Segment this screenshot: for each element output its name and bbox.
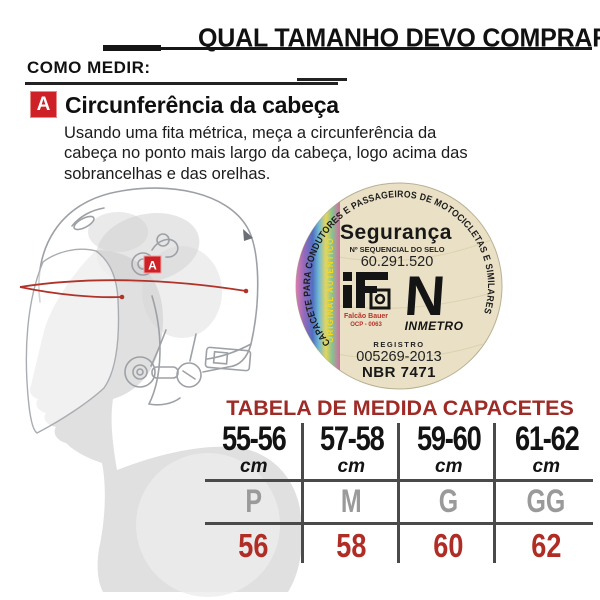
falcao-bauer-logo [343, 272, 391, 310]
size-number-cell: 56 [205, 525, 303, 567]
holo-vertical-text: ORIGINAL AUTÊNTICO [326, 237, 335, 343]
size-letter: M [340, 483, 362, 519]
certifier-name: Falcão Bauer [344, 313, 388, 320]
strap-ring [132, 364, 148, 380]
size-number: 58 [336, 527, 367, 564]
inmetro-label: INMETRO [405, 319, 464, 333]
watermark-s: S [66, 542, 94, 589]
circumference-range: 55-56 [221, 420, 287, 458]
circumference-cell: 59-60 cm [400, 422, 498, 480]
hair-shading [88, 212, 148, 252]
size-letter-cell: G [400, 482, 498, 522]
como-medir-underline [25, 82, 338, 85]
strap-ring [176, 362, 202, 388]
shoulder-highlight [136, 453, 280, 597]
inmetro-seal: ORIGINAL AUTÊNTICO CAPACETE PARA CONDUTO… [293, 180, 505, 392]
strap-bar [151, 366, 179, 379]
certifier-code: OCP - 0063 [350, 322, 382, 328]
hair-shading [96, 213, 200, 283]
marker-a-label: A [148, 259, 157, 273]
size-table-title: TABELA DE MEDIDA CAPACETES [226, 396, 574, 420]
size-number-cell: 62 [498, 525, 596, 567]
unit-label: cm [435, 456, 463, 477]
size-letter: G [439, 483, 459, 519]
circumference-cell: 61-62 cm [498, 422, 596, 480]
hair-shading [142, 246, 222, 338]
instruction-text: Usando uma fita métrica, meça a circunfe… [64, 124, 468, 183]
seal-security-label: Segurança [340, 221, 452, 244]
rear-vent [243, 229, 253, 241]
como-medir-dash [297, 78, 347, 81]
title-underline [103, 47, 592, 50]
circumference-range: 57-58 [319, 420, 384, 458]
section-heading: Circunferência da cabeça [65, 92, 339, 118]
strap-buckle-clip [212, 350, 229, 365]
strap-buckle [204, 346, 252, 372]
unit-label: cm [337, 456, 365, 477]
table-row-size-letter: P M G GG [205, 482, 595, 522]
unit-label: cm [532, 456, 560, 477]
size-number-cell: 58 [303, 525, 401, 567]
size-letter: P [245, 483, 263, 519]
table-vline [493, 423, 496, 563]
strap-ring [136, 368, 144, 376]
seal-sequential-label: Nº SEQUENCIAL DO SELO [349, 245, 444, 254]
helmet-outline [38, 187, 259, 406]
helmet-visor [25, 248, 120, 434]
table-vline [301, 423, 304, 563]
unit-label: cm [240, 456, 268, 477]
registro-number: 005269-2013 [356, 349, 441, 365]
size-number-cell: 60 [400, 525, 498, 567]
inmetro-mark-icon: N [403, 264, 448, 327]
como-medir-label: COMO MEDIR: [27, 58, 151, 77]
step-a-badge: A [30, 91, 57, 118]
size-number: 60 [433, 527, 464, 564]
measurement-line [19, 279, 249, 300]
norm-label: NBR 7471 [362, 364, 436, 381]
measurement-marker-a: A [143, 255, 162, 274]
circumference-cell: 55-56 cm [205, 422, 303, 480]
size-number: 62 [531, 527, 562, 564]
size-letter-cell: GG [498, 482, 596, 522]
table-row-size-number: 56 58 60 62 [205, 525, 595, 567]
table-row-circumference: 55-56 cm 57-58 cm 59-60 cm 61-62 cm [205, 422, 595, 480]
registro-label: REGISTRO [373, 340, 424, 349]
size-number: 56 [238, 527, 269, 564]
size-letter: GG [526, 483, 566, 519]
seal-sequential-number: 60.291.520 [361, 254, 434, 270]
circumference-range: 59-60 [416, 420, 482, 458]
circumference-range: 61-62 [514, 420, 579, 458]
strap-ring [124, 356, 156, 388]
size-letter-cell: M [303, 482, 401, 522]
table-vline [397, 423, 400, 563]
title-underline-thick [103, 45, 161, 51]
size-letter-cell: P [205, 482, 303, 522]
circumference-cell: 57-58 cm [303, 422, 401, 480]
size-table: TABELA DE MEDIDA CAPACETES 55-56 cm 57-5… [205, 396, 595, 588]
